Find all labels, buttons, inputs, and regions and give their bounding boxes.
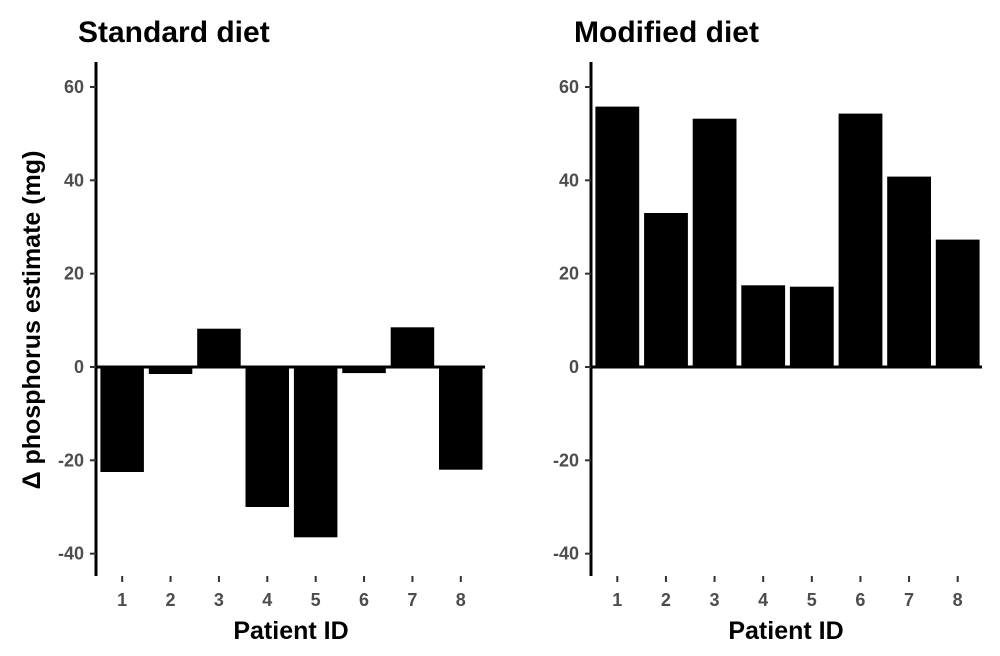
panel2-y-tick-label--20: -20 bbox=[553, 450, 579, 470]
panel2-x-tick-label-5: 5 bbox=[807, 590, 817, 610]
panel2-bar-5 bbox=[789, 286, 834, 367]
panel2-y-tick-label--40: -40 bbox=[553, 544, 579, 564]
panel2-bar-4 bbox=[741, 285, 786, 367]
panel1-bar-8 bbox=[439, 367, 483, 470]
panel1-x-tick-label-6: 6 bbox=[359, 590, 369, 610]
panel1-bar-4 bbox=[245, 367, 289, 507]
panel1-chart-title: Standard diet bbox=[78, 16, 270, 49]
panel2-x-tick-label-6: 6 bbox=[855, 590, 865, 610]
panel1-y-tick-label-60: 60 bbox=[64, 77, 84, 97]
panel2-x-tick-label-3: 3 bbox=[710, 590, 720, 610]
panel2-bar-8 bbox=[935, 239, 980, 367]
panel1-x-tick-label-8: 8 bbox=[456, 590, 466, 610]
panel1-y-tick-label-20: 20 bbox=[64, 264, 84, 284]
panel1-x-tick-label-3: 3 bbox=[214, 590, 224, 610]
panel1-y-tick-label-40: 40 bbox=[64, 170, 84, 190]
panel1-bar-6 bbox=[342, 367, 386, 374]
panel2-bar-2 bbox=[644, 213, 688, 367]
panel1-x-tick-label-4: 4 bbox=[262, 590, 272, 610]
panel1-bar-2 bbox=[148, 367, 193, 374]
panel2-x-tick-label-8: 8 bbox=[953, 590, 963, 610]
panel1-bar-5 bbox=[293, 367, 338, 538]
panel1-bar-1 bbox=[100, 367, 144, 472]
panel2-x-tick-label-1: 1 bbox=[612, 590, 622, 610]
panel1-y-axis-title: Δ phosphorus estimate (mg) bbox=[18, 151, 46, 490]
panel2-y-tick-label-20: 20 bbox=[559, 264, 579, 284]
panel1-bar-7 bbox=[390, 327, 435, 367]
panel2-chart-title: Modified diet bbox=[574, 16, 759, 49]
panel2-y-tick-label-60: 60 bbox=[559, 77, 579, 97]
panel2-y-tick-label-0: 0 bbox=[569, 357, 579, 377]
panel2-bar-6 bbox=[838, 113, 883, 367]
panel1-x-tick-label-1: 1 bbox=[117, 590, 127, 610]
panel2-x-tick-label-4: 4 bbox=[758, 590, 768, 610]
panel1-y-tick-label--20: -20 bbox=[58, 450, 84, 470]
panel2-bar-7 bbox=[887, 176, 931, 367]
panel1-y-tick-label--40: -40 bbox=[58, 544, 84, 564]
panel2-y-tick-label-40: 40 bbox=[559, 170, 579, 190]
panel1-y-tick-label-0: 0 bbox=[74, 357, 84, 377]
panel1-x-tick-label-5: 5 bbox=[311, 590, 321, 610]
panel2-x-axis-title: Patient ID bbox=[728, 617, 843, 645]
panel1-x-tick-label-7: 7 bbox=[407, 590, 417, 610]
panel2-bar-1 bbox=[595, 106, 640, 367]
panel1-bar-3 bbox=[197, 328, 241, 367]
panel2-x-tick-label-7: 7 bbox=[904, 590, 914, 610]
panel1-x-axis-title: Patient ID bbox=[233, 617, 348, 645]
panel2-x-tick-label-2: 2 bbox=[661, 590, 671, 610]
panel1-x-tick-label-2: 2 bbox=[166, 590, 176, 610]
panel2-bar-3 bbox=[692, 118, 737, 367]
